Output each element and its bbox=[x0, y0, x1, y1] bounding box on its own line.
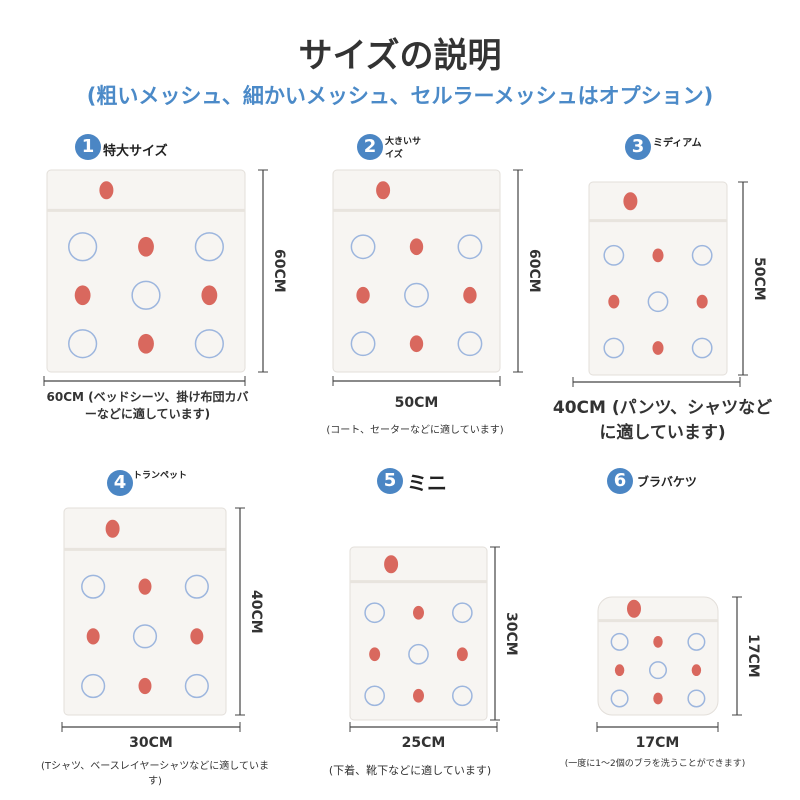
bag bbox=[588, 181, 728, 376]
flower bbox=[201, 285, 218, 306]
flower bbox=[413, 688, 424, 703]
height-label: 60CM bbox=[271, 249, 287, 293]
bear-face bbox=[610, 632, 629, 651]
bear-face bbox=[648, 661, 668, 680]
bear-face bbox=[603, 337, 625, 359]
usage-note: (コート、セーターなどに適しています) bbox=[326, 425, 504, 436]
flower bbox=[608, 294, 620, 309]
height-label: 60CM bbox=[526, 249, 542, 293]
item-name: ミニ bbox=[407, 471, 447, 495]
bear-face bbox=[132, 624, 158, 649]
bear-face bbox=[81, 673, 106, 699]
bear-face bbox=[364, 685, 386, 707]
strawberry bbox=[627, 599, 641, 618]
flower bbox=[138, 236, 154, 257]
bear-face bbox=[452, 602, 473, 624]
flower bbox=[138, 333, 154, 354]
item-number: 4 bbox=[107, 470, 133, 496]
flower bbox=[653, 692, 663, 705]
width-label: 30CM bbox=[129, 735, 173, 751]
bear-face bbox=[691, 244, 713, 266]
height-label: 50CM bbox=[751, 256, 767, 301]
flower bbox=[409, 335, 424, 353]
flower bbox=[691, 664, 702, 677]
flower bbox=[456, 647, 468, 662]
item-name: ミディアム bbox=[653, 138, 702, 149]
item-number: 3 bbox=[625, 134, 651, 160]
bear-face bbox=[350, 234, 376, 260]
item-name: 特大サイズ bbox=[103, 144, 168, 159]
flower bbox=[409, 238, 424, 256]
flower bbox=[356, 286, 370, 304]
bear-face bbox=[691, 337, 713, 359]
flower bbox=[652, 248, 664, 263]
title: サイズの説明 bbox=[298, 36, 502, 76]
usage-note: (下着、靴下などに適しています) bbox=[328, 764, 492, 777]
item-number: 1 bbox=[75, 134, 101, 160]
bag bbox=[349, 546, 488, 721]
subtitle: (粗いメッシュ、細かいメッシュ、セルラーメッシュはオプション) bbox=[86, 84, 714, 108]
width-label: 60CM (ベッドシーツ、掛け布団カバーなどに適しています) bbox=[46, 390, 249, 421]
bear-face bbox=[184, 673, 209, 699]
item-number: 5 bbox=[377, 468, 403, 494]
item-number: 6 bbox=[607, 468, 633, 494]
strawberry bbox=[623, 192, 638, 211]
bear-face bbox=[687, 632, 706, 651]
usage-note: (Tシャツ、ベースレイヤーシャツなどに適しています) bbox=[41, 761, 269, 787]
bear-face bbox=[194, 329, 224, 359]
bear-face bbox=[610, 689, 629, 708]
height-label: 17CM bbox=[745, 634, 761, 678]
width-label: 40CM (パンツ、シャツなどに適しています) bbox=[552, 398, 773, 443]
bear-face bbox=[194, 232, 224, 262]
flower bbox=[652, 341, 664, 355]
flower bbox=[138, 578, 152, 595]
item-name: 大きいサイズ bbox=[385, 137, 422, 160]
bear-face bbox=[457, 331, 483, 357]
bag bbox=[63, 507, 227, 716]
item-name: ブラバケツ bbox=[637, 475, 697, 489]
usage-note: (一度に1～2個のブラを洗うことができます) bbox=[564, 759, 746, 769]
bear-face bbox=[404, 282, 429, 308]
flower bbox=[86, 628, 100, 645]
bag bbox=[46, 169, 246, 373]
bear-face bbox=[687, 689, 706, 708]
bear-face bbox=[457, 234, 483, 260]
flower bbox=[369, 647, 381, 662]
bear-face bbox=[408, 643, 429, 665]
bear-face bbox=[131, 280, 161, 310]
bag bbox=[332, 169, 501, 373]
strawberry bbox=[99, 181, 114, 200]
flower bbox=[138, 677, 152, 695]
flower bbox=[190, 628, 204, 645]
strawberry bbox=[105, 519, 120, 538]
flower bbox=[653, 635, 663, 648]
bear-face bbox=[350, 331, 376, 357]
bear-face bbox=[364, 602, 386, 624]
height-label: 40CM bbox=[248, 589, 264, 634]
bag bbox=[597, 596, 719, 716]
strawberry bbox=[376, 181, 391, 200]
flower bbox=[696, 294, 708, 309]
bear-face bbox=[452, 685, 473, 707]
height-label: 30CM bbox=[503, 611, 519, 656]
bear-face bbox=[68, 329, 98, 359]
bear-face bbox=[184, 574, 209, 599]
flower bbox=[74, 285, 91, 306]
bear-face bbox=[603, 244, 625, 266]
flower bbox=[413, 605, 424, 620]
width-label: 25CM bbox=[401, 735, 446, 751]
strawberry bbox=[384, 555, 399, 574]
item-name: トランペット bbox=[133, 471, 188, 481]
width-label: 17CM bbox=[635, 735, 680, 751]
item-number: 2 bbox=[357, 134, 383, 160]
flower bbox=[614, 664, 625, 677]
width-label: 50CM bbox=[394, 395, 439, 411]
flower bbox=[463, 286, 477, 304]
bear-face bbox=[68, 232, 98, 262]
bear-face bbox=[81, 574, 106, 599]
bear-face bbox=[647, 291, 669, 313]
